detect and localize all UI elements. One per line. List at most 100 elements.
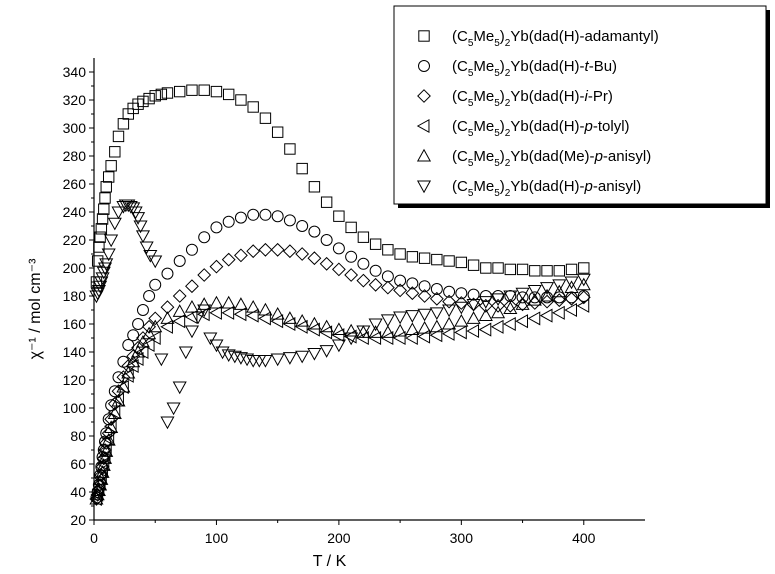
data-point [95, 223, 108, 235]
data-point [345, 221, 357, 234]
data-point [247, 208, 260, 221]
data-point [454, 313, 469, 327]
data-point [132, 318, 145, 330]
data-point [172, 304, 187, 317]
data-point [270, 306, 285, 320]
data-point [116, 379, 129, 395]
data-point [131, 340, 145, 355]
data-point [295, 350, 310, 364]
data-point [319, 319, 334, 333]
data-point [227, 350, 242, 364]
data-point [137, 95, 149, 108]
data-point [95, 272, 110, 286]
data-point [198, 84, 210, 96]
data-point [155, 88, 168, 101]
data-point [491, 298, 505, 313]
data-point [99, 192, 111, 204]
data-point [417, 308, 432, 322]
data-point [319, 345, 334, 358]
data-point [394, 274, 407, 287]
data-point [320, 234, 333, 246]
data-point [221, 252, 236, 267]
data-point [221, 305, 235, 320]
data-point [184, 309, 198, 325]
data-point [466, 323, 480, 339]
data-point [467, 288, 480, 301]
data-point [126, 354, 141, 368]
data-point [491, 293, 506, 307]
data-point [541, 291, 554, 304]
data-point [466, 311, 481, 324]
data-point [259, 208, 272, 221]
data-point [356, 273, 371, 288]
data-point [209, 259, 224, 274]
data-point [91, 284, 106, 298]
data-point [576, 290, 591, 305]
data-point [91, 255, 104, 267]
data-point [94, 472, 109, 485]
legend-entry: (C5Me5)2Yb(dad(H)-p-tolyl) [416, 118, 630, 139]
data-point [130, 351, 144, 367]
x-axis-label: T / K [313, 553, 347, 570]
y-tick-label: 260 [63, 176, 87, 192]
data-point [127, 329, 140, 342]
data-point [117, 118, 130, 130]
data-point [136, 304, 149, 316]
legend-marker [416, 118, 430, 134]
data-point [96, 458, 111, 471]
series-4 [89, 298, 590, 507]
data-point [101, 432, 116, 446]
data-point [406, 251, 419, 263]
data-point [258, 302, 273, 316]
y-tick-label: 200 [63, 260, 87, 276]
x-tick-label: 400 [572, 530, 596, 546]
data-point [357, 231, 370, 243]
data-point [93, 475, 108, 490]
data-point [552, 284, 567, 298]
y-tick-label: 60 [70, 456, 86, 472]
legend-entry: (C5Me5)2Yb(dad(H)-adamantyl) [418, 28, 659, 49]
data-point [172, 381, 187, 395]
data-point [133, 220, 148, 234]
x-tick-label: 300 [450, 530, 474, 546]
data-point [154, 353, 169, 367]
data-point [184, 299, 200, 313]
data-point [541, 265, 553, 277]
data-point [442, 294, 456, 309]
data-point [104, 234, 119, 248]
data-point [109, 146, 121, 158]
data-point [108, 385, 121, 398]
data-point [178, 346, 193, 360]
data-point [99, 436, 114, 450]
data-point [149, 90, 161, 102]
data-point [418, 252, 431, 264]
data-point [209, 339, 224, 353]
data-point [478, 298, 493, 313]
data-point [417, 329, 431, 344]
data-point [443, 255, 455, 267]
data-point [147, 330, 161, 346]
data-point [121, 199, 136, 213]
data-point [221, 295, 236, 309]
data-point [131, 344, 146, 358]
data-point [527, 284, 542, 298]
data-point [527, 311, 541, 326]
y-tick-label: 340 [63, 64, 87, 80]
data-point [516, 291, 529, 304]
data-point [209, 295, 224, 309]
data-point [368, 330, 382, 346]
legend-entry: (C5Me5)2Yb(dad(H)-t-Bu) [418, 58, 617, 79]
data-point [319, 325, 333, 340]
data-point [184, 325, 200, 339]
data-point [552, 293, 567, 308]
data-point [222, 215, 235, 228]
data-point [104, 412, 119, 427]
data-point [381, 270, 394, 283]
data-point [135, 230, 151, 244]
data-point [222, 88, 235, 101]
data-point [442, 304, 457, 318]
data-point [283, 214, 296, 227]
data-point [380, 330, 394, 346]
data-point [174, 85, 186, 98]
